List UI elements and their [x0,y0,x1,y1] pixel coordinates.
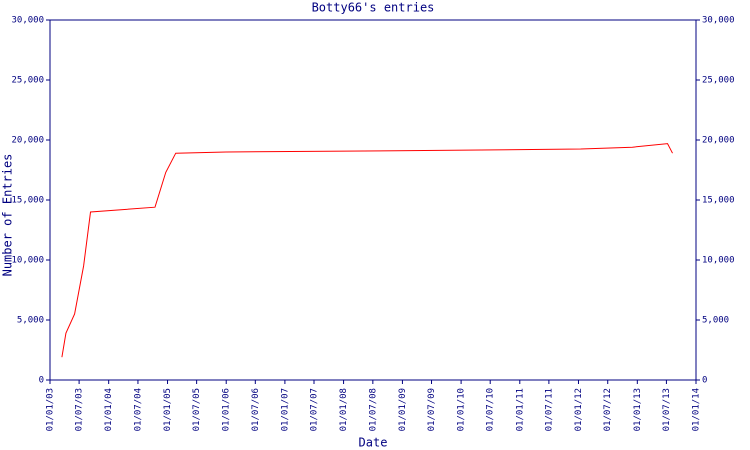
x-tick-label: 01/07/05 [192,388,202,431]
y2-tick-label: 10,000 [702,256,735,266]
x-tick-label: 01/07/07 [309,388,319,431]
y2-tick-label: 15,000 [702,196,735,206]
y-tick-label: 25,000 [11,76,44,86]
x-tick-label: 01/01/11 [515,388,525,431]
y2-tick-label: 0 [702,376,707,386]
x-tick-label: 01/07/04 [133,388,143,431]
x-tick-label: 01/07/10 [486,388,496,431]
x-tick-label: 01/01/09 [398,388,408,431]
x-tick-label: 01/01/12 [574,388,584,431]
x-tick-label: 01/01/10 [457,388,467,431]
x-tick-label: 01/07/06 [251,388,261,431]
y-tick-label: 20,000 [11,136,44,146]
x-tick-label: 01/01/13 [633,388,643,431]
y2-tick-label: 30,000 [702,16,735,26]
data-line [61,143,673,358]
x-tick-label: 01/07/13 [662,388,672,431]
x-axis-label: Date [359,436,388,450]
y2-tick-label: 5,000 [702,316,729,326]
x-tick-label: 01/07/09 [427,388,437,431]
y-tick-label: 5,000 [17,316,44,326]
x-tick-label: 01/07/11 [544,388,554,431]
y-tick-label: 30,000 [11,16,44,26]
x-tick-label: 01/01/03 [46,388,56,431]
y2-tick-label: 25,000 [702,76,735,86]
x-tick-label: 01/01/06 [222,388,232,431]
y-tick-label: 10,000 [11,256,44,266]
x-tick-label: 01/07/08 [368,388,378,431]
x-tick-label: 01/01/04 [104,388,114,431]
x-tick-label: 01/01/08 [339,388,349,431]
x-tick-label: 01/01/05 [163,388,173,431]
plot-frame [49,19,697,381]
y2-tick-label: 20,000 [702,136,735,146]
x-tick-label: 01/07/12 [603,388,613,431]
y-tick-label: 15,000 [11,196,44,206]
chart-title: Botty66's entries [312,1,435,15]
y-axis-label: Number of Entries [1,154,15,277]
x-tick-label: 01/01/07 [280,388,290,431]
x-tick-label: 01/01/14 [692,388,702,431]
y-tick-label: 0 [39,376,44,386]
x-tick-label: 01/07/03 [75,388,85,431]
